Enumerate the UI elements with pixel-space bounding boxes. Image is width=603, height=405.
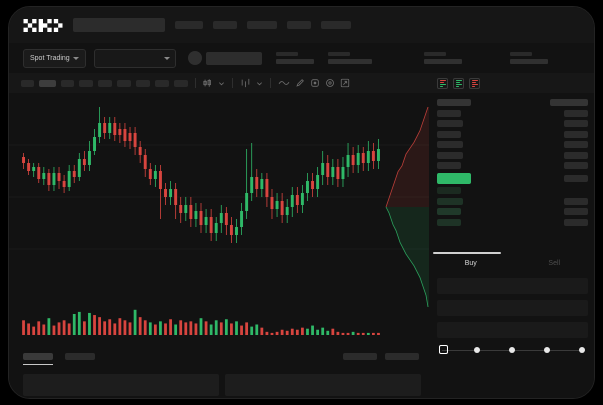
indicators-icon[interactable] [240,78,251,88]
chart-settings-icon[interactable] [325,78,335,88]
trading-pair-name [205,51,262,65]
order-amount-field[interactable] [437,300,588,316]
orderbook-bid-row[interactable] [437,197,588,205]
orderbook-bid-row[interactable] [437,208,588,215]
okx-logo-icon[interactable] [23,18,63,32]
slider-step-25[interactable] [474,346,480,353]
tab-order-history[interactable] [65,353,95,360]
chevron-down-icon [163,56,170,60]
stat-24h-change [327,52,372,64]
order-form [429,274,594,398]
depth-chart[interactable] [384,107,429,307]
slider-step-100[interactable] [579,346,585,353]
candlestick-series [9,107,429,250]
ticker-bar: Spot Trading [9,43,594,73]
slider-step-75[interactable] [544,346,550,353]
timeframe-30m[interactable] [79,79,93,87]
search-input[interactable] [73,18,165,32]
submit-buy-button[interactable] [439,364,585,380]
timeframe-1h[interactable] [98,79,112,87]
toolbar-divider [195,78,196,88]
line-chart-icon[interactable] [278,78,290,88]
bottom-action-1[interactable] [343,353,377,360]
orderbook-ask-row[interactable] [437,141,588,148]
magnet-icon[interactable] [310,78,320,88]
tab-sell[interactable]: Sell [548,259,561,267]
timeframe-1m[interactable] [21,79,34,87]
price-chart[interactable] [9,93,429,348]
stat-last-price [275,52,314,64]
timeframe-5m[interactable] [39,79,56,87]
timeframe-1M[interactable] [174,79,188,87]
bottom-skeleton-panel-right [225,374,421,396]
orderbook-toolbar [429,73,594,93]
chart-toolbar [9,73,429,93]
candlestick-type-icon[interactable] [203,78,213,88]
slider-handle[interactable] [439,345,448,354]
order-total-field[interactable] [437,322,588,338]
orderbook-view-both-icon[interactable] [437,77,448,89]
trading-pair-select[interactable] [93,48,176,68]
orderbook-ask-row[interactable] [437,151,588,159]
nav-item-5[interactable] [321,21,351,29]
orderbook-ask-row[interactable] [437,120,588,127]
app-header [9,7,594,43]
nav-item-4[interactable] [287,21,311,29]
candlestick-type-chevron-icon[interactable] [218,80,225,87]
orderbook-bid-row[interactable] [437,187,588,194]
volume-series [22,309,380,335]
stat-24h-high [423,52,462,64]
coin-avatar-icon [187,51,202,65]
nav-item-3[interactable] [247,21,277,29]
market-type-label: Spot Trading [30,54,70,62]
buy-sell-tabs: Buy Sell [429,252,594,274]
timeframe-15m[interactable] [61,79,74,87]
orderbook-last-price-row[interactable] [437,172,588,184]
chevron-down-icon [72,56,79,60]
bottom-action-2[interactable] [385,353,419,360]
toolbar-divider [270,78,271,88]
orderbook-ask-row[interactable] [437,109,588,117]
orderbook-ask-row[interactable] [437,130,588,138]
device-bezel: Spot Trading [8,6,595,399]
app-screen: Spot Trading [9,7,594,398]
buy-sell-tab-indicator [433,252,501,254]
tab-buy[interactable]: Buy [464,259,477,267]
tab-open-orders[interactable] [23,353,53,360]
bottom-tabs [23,353,95,360]
nav-item-1[interactable] [175,21,203,29]
bottom-panel [9,348,429,398]
stat-24h-low [509,52,548,64]
slider-step-50[interactable] [509,346,515,353]
order-amount-slider[interactable] [439,344,585,356]
orderbook-bid-row[interactable] [437,218,588,226]
timeframe-4h[interactable] [117,79,131,87]
orderbook-view-bids-icon[interactable] [453,77,464,89]
bottom-skeleton-panel-left [23,374,219,396]
order-book-header [437,99,588,106]
toolbar-divider [232,78,233,88]
timeframe-1w[interactable] [155,79,169,87]
fullscreen-icon[interactable] [340,78,350,88]
timeframe-1d[interactable] [136,79,150,87]
order-price-field[interactable] [437,278,588,294]
draw-tool-icon[interactable] [295,78,305,88]
indicators-chevron-icon[interactable] [256,80,263,87]
orderbook-ask-row[interactable] [437,162,588,169]
order-book[interactable] [429,93,594,248]
market-type-dropdown[interactable]: Spot Trading [23,48,86,68]
bottom-actions [343,353,419,360]
bottom-tab-indicator [23,364,53,365]
nav-item-2[interactable] [213,21,237,29]
orderbook-view-asks-icon[interactable] [469,77,480,89]
